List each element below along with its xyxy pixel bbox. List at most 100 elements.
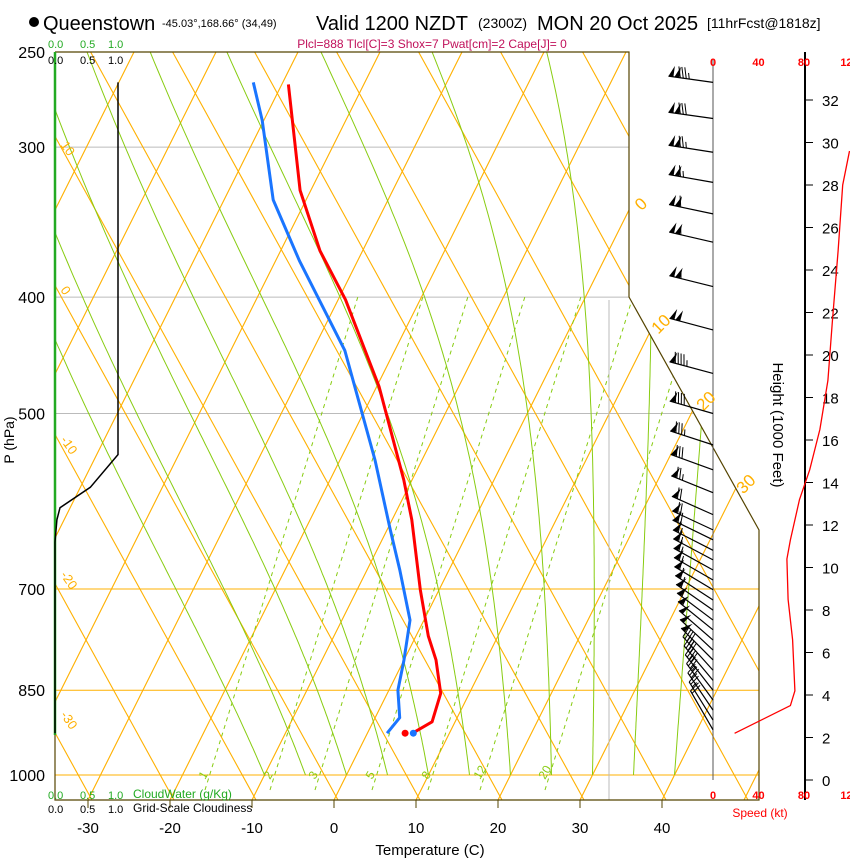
wind-barb-flag bbox=[670, 422, 679, 433]
wind-barb-staff bbox=[682, 636, 714, 671]
pressure-tick-label: 850 bbox=[18, 683, 45, 700]
wind-barb bbox=[670, 445, 714, 471]
wind-barb-full bbox=[691, 684, 701, 694]
wind-barb-flag bbox=[669, 222, 677, 234]
station-bullet-icon bbox=[29, 17, 39, 27]
wind-barb-full bbox=[679, 488, 683, 501]
wind-barb-full bbox=[688, 650, 697, 660]
forecast-info: [11hrFcst@1818z] bbox=[707, 15, 821, 31]
wind-barb-full bbox=[684, 645, 693, 656]
mixing-ratio-line bbox=[479, 296, 634, 791]
isotherm-line bbox=[169, 52, 545, 800]
wind-barb-flag bbox=[677, 587, 688, 597]
wind-barb-flag bbox=[672, 503, 682, 513]
temperature-tick-label: 20 bbox=[490, 820, 507, 837]
wind-barb-full bbox=[690, 675, 699, 685]
wind-barb-half bbox=[681, 474, 684, 481]
wind-barb-flag bbox=[679, 605, 691, 614]
cloudwater-scale-label: 0.0 bbox=[48, 790, 63, 802]
wind-barb-staff bbox=[676, 592, 714, 621]
isotherm-label: 30 bbox=[733, 471, 760, 498]
temperature-tick-label: 30 bbox=[572, 820, 589, 837]
isotherm-line bbox=[55, 52, 217, 800]
pressure-tick-label: 700 bbox=[18, 582, 45, 599]
moist-adiabat-line bbox=[55, 52, 306, 776]
wind-barb bbox=[676, 587, 714, 621]
temperature-axis-label: Temperature (C) bbox=[375, 842, 484, 859]
wind-barb bbox=[671, 466, 714, 494]
moist-adiabat-line bbox=[86, 52, 388, 776]
wind-barb-full bbox=[687, 640, 695, 651]
dewpoint-line bbox=[251, 82, 412, 735]
wind-barb-staff bbox=[673, 547, 714, 571]
wind-barb-full bbox=[684, 103, 687, 115]
wind-speed-panel: 0246810121416182022242628303200404080801… bbox=[710, 52, 850, 802]
wind-barb-flag bbox=[669, 308, 678, 320]
mixing-ratio-line bbox=[544, 296, 699, 791]
wind-barb-full bbox=[679, 567, 685, 579]
wind-barb-half bbox=[691, 682, 697, 688]
wind-barb-flag bbox=[668, 164, 676, 176]
mixing-ratio-line bbox=[269, 296, 424, 791]
wind-barb-staff bbox=[684, 654, 714, 691]
cloudwater-scale-label: 1.0 bbox=[108, 790, 123, 802]
wind-barb-staff bbox=[680, 627, 714, 661]
pressure-tick-label: 300 bbox=[18, 140, 45, 157]
cloudwater-label: CloudWater (g/Kg) bbox=[133, 787, 232, 801]
station-name: Queenstown bbox=[43, 13, 155, 35]
wind-barb bbox=[671, 487, 714, 516]
wind-barb-flag bbox=[671, 467, 681, 478]
speed-tick-label-top: 0 bbox=[710, 57, 716, 69]
wind-barb-full bbox=[675, 445, 678, 457]
wind-barb-flag bbox=[669, 352, 678, 364]
wind-barb-staff bbox=[673, 556, 714, 581]
wind-barb-full bbox=[686, 654, 695, 664]
dry-adiabat-line bbox=[55, 52, 257, 800]
isotherm-label: 20 bbox=[693, 388, 720, 415]
wind-barb-full bbox=[690, 668, 700, 679]
wind-barb bbox=[668, 194, 714, 215]
wind-barb bbox=[669, 308, 714, 331]
theta-label: -10 bbox=[58, 433, 81, 457]
wind-barb-staff bbox=[672, 519, 714, 541]
speed-tick-label-bottom: 120 bbox=[840, 790, 850, 802]
wind-barb bbox=[669, 266, 714, 288]
wind-barb bbox=[669, 351, 714, 374]
wind-barb-full bbox=[678, 135, 681, 148]
wind-barb-staff bbox=[669, 361, 714, 374]
wind-barb-full bbox=[681, 102, 684, 115]
wind-barb-full bbox=[677, 502, 681, 514]
wind-barb bbox=[679, 614, 714, 651]
cloudwater-scale-label: 0.5 bbox=[80, 790, 95, 802]
wind-barb bbox=[668, 164, 714, 183]
dry-adiabat-line bbox=[746, 52, 759, 800]
wind-barb-staff bbox=[669, 275, 714, 288]
wind-speed-line bbox=[734, 150, 850, 734]
wind-barb-full bbox=[681, 447, 684, 459]
temperature-line bbox=[286, 84, 443, 735]
dewpoint-surface-marker bbox=[409, 729, 417, 737]
wind-barb-half bbox=[685, 141, 687, 149]
wind-barb-staff bbox=[669, 317, 714, 331]
wind-barb-full bbox=[679, 467, 682, 480]
mixing-ratio-line bbox=[371, 296, 526, 791]
wind-barb-full bbox=[681, 66, 684, 79]
wind-barb bbox=[669, 391, 714, 415]
wind-barb-staff bbox=[672, 538, 714, 561]
wind-barb bbox=[675, 576, 714, 611]
cloudiness-scale-label: 0.5 bbox=[80, 55, 95, 67]
temperature-tick-label: 0 bbox=[330, 820, 338, 837]
wind-barb-full bbox=[681, 423, 683, 435]
wind-barb bbox=[668, 102, 714, 120]
wind-barb-full bbox=[680, 512, 684, 525]
wind-barb-full bbox=[687, 656, 696, 667]
moist-adiabat-line bbox=[546, 52, 595, 775]
wind-barb-full bbox=[685, 638, 693, 649]
wind-barb-half bbox=[691, 665, 697, 672]
wind-barb-full bbox=[678, 165, 681, 177]
wind-barb-full bbox=[678, 530, 682, 542]
wind-barb-full bbox=[689, 666, 698, 676]
wind-barb-staff bbox=[679, 618, 714, 651]
wind-barb-full bbox=[679, 503, 683, 515]
wind-barb bbox=[683, 636, 714, 681]
